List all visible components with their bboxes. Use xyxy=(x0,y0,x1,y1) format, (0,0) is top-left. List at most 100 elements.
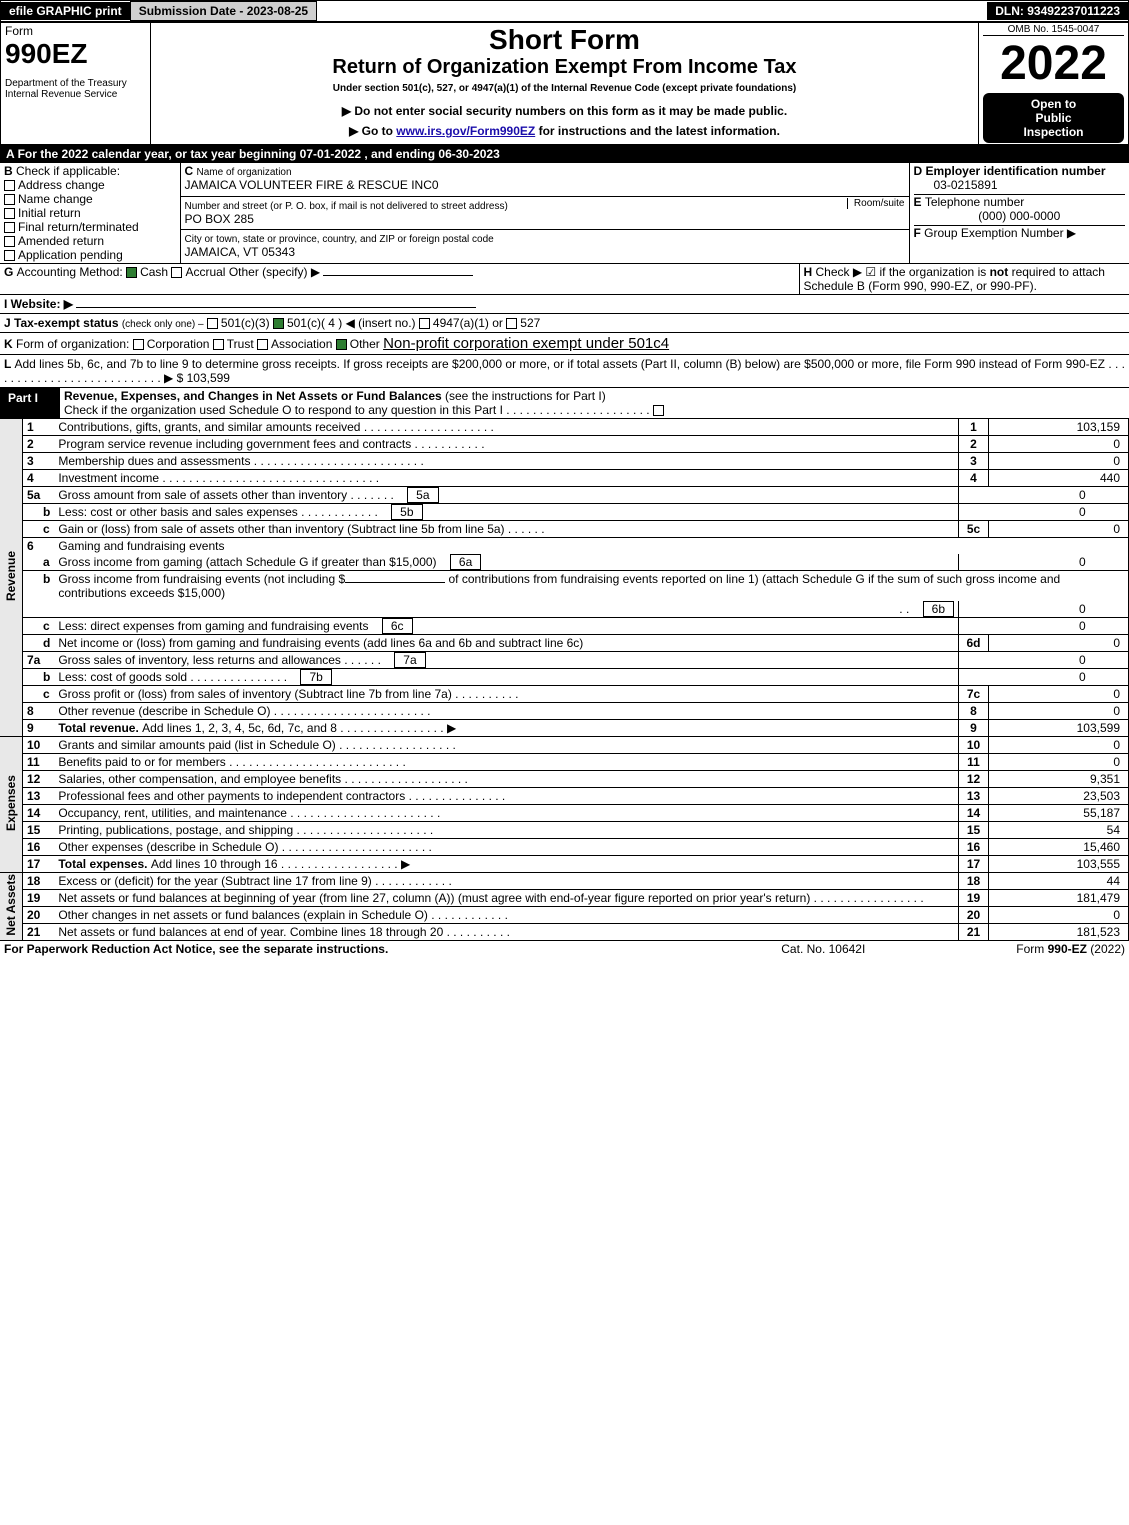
checkbox-b[interactable] xyxy=(4,180,15,191)
line-20-num: 20 xyxy=(959,907,989,924)
checkbox-assoc[interactable] xyxy=(257,339,268,350)
section-b-item: Name change xyxy=(18,192,93,206)
checkbox-527[interactable] xyxy=(506,318,517,329)
line-20-label: Other changes in net assets or fund bala… xyxy=(58,908,428,922)
goto-pre: ▶ Go to xyxy=(349,124,396,138)
section-i: I Website: ▶ xyxy=(0,295,1129,314)
line-5b-label: Less: cost or other basis and sales expe… xyxy=(58,505,297,519)
phone-value: (000) 000-0000 xyxy=(914,209,1126,223)
checkbox-accrual[interactable] xyxy=(171,267,182,278)
line-11-num: 11 xyxy=(959,754,989,771)
line-6c-sub: 6c xyxy=(382,618,413,634)
line-4-val: 440 xyxy=(989,470,1129,487)
checkbox-501c3[interactable] xyxy=(207,318,218,329)
line-12-val: 9,351 xyxy=(989,771,1129,788)
opt-cash: Cash xyxy=(140,265,168,279)
irs-link[interactable]: www.irs.gov/Form990EZ xyxy=(396,124,535,138)
checkbox-trust[interactable] xyxy=(213,339,224,350)
line-20-val: 0 xyxy=(989,907,1129,924)
line-10-label: Grants and similar amounts paid (list in… xyxy=(58,738,335,752)
addr-label: Number and street (or P. O. box, if mail… xyxy=(185,201,508,212)
line-6a-label: Gross income from gaming (attach Schedul… xyxy=(58,555,436,569)
addr-value: PO BOX 285 xyxy=(185,212,254,226)
right-ids: D Employer identification number 03-0215… xyxy=(909,163,1129,264)
section-b-label: Check if applicable: xyxy=(16,164,120,178)
title-short-form: Short Form xyxy=(155,24,974,56)
irs-label: Internal Revenue Service xyxy=(5,89,146,100)
form-number: 990EZ xyxy=(5,38,146,70)
checkbox-b[interactable] xyxy=(4,236,15,247)
line-11-val: 0 xyxy=(989,754,1129,771)
checkbox-corp[interactable] xyxy=(133,339,144,350)
tax-year: 2022 xyxy=(983,36,1124,91)
section-b-item: Address change xyxy=(18,178,105,192)
line-5b-subval: 0 xyxy=(959,504,1129,521)
checkbox-other-org[interactable] xyxy=(336,339,347,350)
line-5c-val: 0 xyxy=(989,521,1129,538)
line-9-val: 103,599 xyxy=(989,720,1129,737)
line-3-val: 0 xyxy=(989,453,1129,470)
opt-4947: 4947(a)(1) or xyxy=(433,316,503,330)
line-2-num: 2 xyxy=(959,436,989,453)
checkbox-schedule-o[interactable] xyxy=(653,405,664,416)
section-b-item: Final return/terminated xyxy=(18,220,139,234)
footer-right-form: 990-EZ xyxy=(1048,942,1087,956)
section-c: C Name of organization JAMAICA VOLUNTEER… xyxy=(180,163,909,196)
line-15-num: 15 xyxy=(959,822,989,839)
k-other-value: Non-profit corporation exempt under 501c… xyxy=(383,335,669,352)
line-11-label: Benefits paid to or for members xyxy=(58,755,225,769)
line-19-num: 19 xyxy=(959,890,989,907)
l-text: Add lines 5b, 6c, and 7b to line 9 to de… xyxy=(14,357,1105,371)
line-9-num: 9 xyxy=(959,720,989,737)
line-6d-label: Net income or (loss) from gaming and fun… xyxy=(58,636,583,650)
line-21-num: 21 xyxy=(959,924,989,941)
section-c-addr: Number and street (or P. O. box, if mail… xyxy=(180,196,909,230)
opt-other-org: Other xyxy=(350,337,380,351)
section-b-item: Application pending xyxy=(18,248,123,262)
sidebar-expenses-label: Expenses xyxy=(4,775,18,831)
line-7a-label: Gross sales of inventory, less returns a… xyxy=(58,653,341,667)
footer-mid: Cat. No. 10642I xyxy=(737,941,910,957)
line-18-num: 18 xyxy=(959,873,989,890)
opt-527: 527 xyxy=(520,316,540,330)
line-6d-val: 0 xyxy=(989,635,1129,652)
line-12-label: Salaries, other compensation, and employ… xyxy=(58,772,341,786)
line-15-label: Printing, publications, postage, and shi… xyxy=(58,823,293,837)
line-14-num: 14 xyxy=(959,805,989,822)
inspect-3: Inspection xyxy=(987,125,1120,139)
inspect-1: Open to xyxy=(987,97,1120,111)
line-15-val: 54 xyxy=(989,822,1129,839)
line-10-val: 0 xyxy=(989,737,1129,754)
checkbox-501c4[interactable] xyxy=(273,318,284,329)
checkbox-b[interactable] xyxy=(4,208,15,219)
city-label: City or town, state or province, country… xyxy=(185,234,494,245)
checkbox-b[interactable] xyxy=(4,194,15,205)
line-13-label: Professional fees and other payments to … xyxy=(58,789,405,803)
line-7c-label: Gross profit or (loss) from sales of inv… xyxy=(58,687,451,701)
part1-check-note: Check if the organization used Schedule … xyxy=(64,403,503,417)
line-4-num: 4 xyxy=(959,470,989,487)
line-5a-sub: 5a xyxy=(407,487,438,503)
form-word: Form xyxy=(5,24,146,38)
checkbox-cash[interactable] xyxy=(126,267,137,278)
submission-date: Submission Date - 2023-08-25 xyxy=(130,1,317,21)
room-label: Room/suite xyxy=(847,198,905,209)
checkbox-b[interactable] xyxy=(4,222,15,233)
checkbox-b[interactable] xyxy=(4,250,15,261)
efile-label: efile GRAPHIC print xyxy=(1,2,130,20)
ein-label: Employer identification number xyxy=(926,164,1106,178)
inspection-badge: Open to Public Inspection xyxy=(983,93,1124,143)
line-7b-sub: 7b xyxy=(300,669,331,685)
j-label: Tax-exempt status xyxy=(14,316,118,330)
line-6d-num: 6d xyxy=(959,635,989,652)
city-value: JAMAICA, VT 05343 xyxy=(185,245,296,259)
line-16-label: Other expenses (describe in Schedule O) xyxy=(58,840,278,854)
arrow-icon: ▶ xyxy=(1067,226,1076,240)
line-16-val: 15,460 xyxy=(989,839,1129,856)
title-return: Return of Organization Exempt From Incom… xyxy=(155,56,974,79)
checkbox-4947[interactable] xyxy=(419,318,430,329)
line-16-num: 16 xyxy=(959,839,989,856)
ssn-note: ▶ Do not enter social security numbers o… xyxy=(155,104,974,118)
line-8-num: 8 xyxy=(959,703,989,720)
k-label: Form of organization: xyxy=(16,337,129,351)
